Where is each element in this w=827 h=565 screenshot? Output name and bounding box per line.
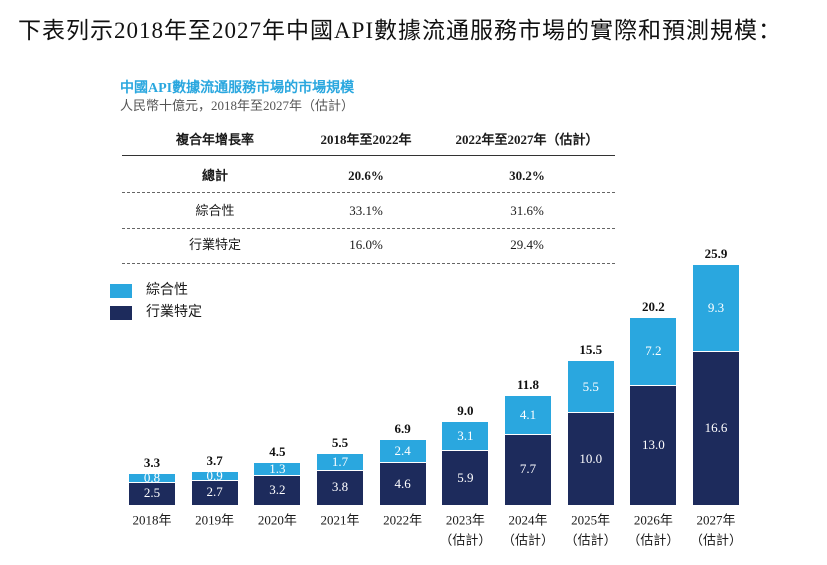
bar-value-label-industry-specific-2020: 3.2 [269,482,286,498]
bar-comprehensive-2026 [630,317,677,385]
bar-chart-plot: 2.5 0.8 3.3 2018年 2.7 0.9 3.7 2019年 3.2 1.3 4.5 202… [110,246,770,550]
bar-comprehensive-2022 [379,440,426,463]
x-tick-label-2020: 2020年 [257,512,297,528]
bar-value-label-industry-specific-2027: 16.6 [704,420,728,436]
bar-industry-specific-2022 [379,462,426,505]
table-row-divider [122,192,615,193]
table-header-period-2: 2022年至2027年（估計） [455,132,599,147]
legend-swatch-industry-specific [110,306,132,320]
bar-value-label-comprehensive-2020: 1.3 [269,461,286,477]
x-tick-note-2025: （估計） [564,532,617,548]
bar-industry-specific-2020 [254,475,301,505]
x-tick-label-2025: 2025年 [571,512,611,528]
bar-industry-specific-2019 [191,479,238,505]
table-row-comprehensive-label: 綜合性 [195,203,235,218]
x-tick-note-2026: （估計） [627,532,680,548]
bar-value-label-comprehensive-2027: 9.3 [707,300,725,316]
bar-value-label-industry-specific-2025: 10.0 [579,450,603,466]
bar-comprehensive-2023 [442,421,489,451]
bar-value-label-industry-specific-2018: 2.5 [143,485,161,501]
bar-total-label-2027: 25.9 [704,246,728,261]
x-tick-label-2023: 2023年 [445,512,485,528]
bar-industry-specific-2024 [505,433,552,505]
x-tick-label-2022: 2022年 [383,512,423,528]
table-row-comprehensive-value-2: 31.6% [510,203,544,218]
legend-swatch-comprehensive [110,284,132,298]
bar-total-label-2024: 11.8 [516,376,540,392]
legend-label-comprehensive: 綜合性 [146,283,188,298]
table-row-industry-value-2: 29.4% [510,237,544,252]
table-header-period-1: 2018年至2022年 [320,132,412,147]
bar-comprehensive-2020 [254,463,301,476]
bar-value-label-comprehensive-2025: 5.5 [582,378,599,394]
chart-subtitle: 人民幣十億元，2018年至2027年（估計） [120,98,355,113]
x-tick-note-2027: （估計） [690,532,743,548]
bar-value-label-comprehensive-2022: 2.4 [394,443,411,459]
bar-industry-specific-2025 [567,412,614,505]
bar-total-label-2021: 5.5 [331,435,349,451]
bar-total-label-2025: 15.5 [579,342,603,358]
table-row-divider [122,228,615,229]
bar-value-label-comprehensive-2018: 0.8 [143,470,161,486]
bar-industry-specific-2018 [129,481,175,505]
x-tick-label-2024: 2024年 [508,512,548,528]
table-row-total-value-2: 30.2% [509,168,545,183]
bar-value-label-comprehensive-2021: 1.7 [331,453,349,469]
bar-value-label-comprehensive-2019: 0.9 [206,467,223,483]
bar-value-label-industry-specific-2026: 13.0 [641,436,665,452]
bar-value-label-industry-specific-2024: 7.7 [519,461,537,477]
bar-comprehensive-2021 [317,454,363,470]
bar-total-label-2022: 6.9 [394,421,411,437]
bar-value-label-industry-specific-2019: 2.7 [206,484,223,500]
bar-value-label-comprehensive-2026: 7.2 [645,343,662,359]
table-row-industry-label: 行業特定 [188,237,242,252]
bar-industry-specific-2023 [442,450,489,505]
bar-industry-specific-2021 [317,469,363,505]
bar-comprehensive-2027 [693,265,740,352]
chart-title: 中國API數據流通服務市場的市場規模 [120,81,355,96]
table-row-comprehensive-value-1: 33.1% [349,203,383,218]
x-tick-label-2026: 2026年 [633,512,673,528]
table-row-divider [122,263,615,264]
bar-total-label-2023: 9.0 [457,402,474,418]
bar-comprehensive-2019 [191,471,238,480]
x-tick-note-2023: （估計） [439,532,492,548]
bar-comprehensive-2025 [567,361,614,413]
bar-value-label-comprehensive-2024: 4.1 [519,406,537,422]
table-row-industry-value-1: 16.0% [349,237,383,252]
x-tick-label-2019: 2019年 [195,512,235,528]
x-tick-label-2018: 2018年 [132,512,172,528]
bar-total-label-2020: 4.5 [269,444,286,460]
x-tick-note-2024: （估計） [502,532,555,548]
bar-comprehensive-2018 [129,474,175,482]
bar-value-label-industry-specific-2021: 3.8 [331,479,349,495]
bar-value-label-comprehensive-2023: 3.1 [457,427,474,443]
table-header-label: 複合年增長率 [175,132,255,147]
bar-industry-specific-2027 [693,351,740,505]
x-tick-label-2027: 2027年 [696,512,736,528]
bar-total-label-2018: 3.3 [143,455,161,471]
intro-text: 下表列示2018年至2027年中國API數據流通服務市場的實際和預測規模： [18,18,783,43]
table-row-total-label: 總計 [201,168,229,183]
table-row-total-value-1: 20.6% [348,168,384,183]
x-tick-label-2021: 2021年 [320,512,360,528]
bar-value-label-industry-specific-2022: 4.6 [394,475,411,491]
bar-industry-specific-2026 [630,384,677,505]
legend-label-industry-specific: 行業特定 [146,305,202,320]
bar-total-label-2026: 20.2 [641,298,665,314]
bar-total-label-2019: 3.7 [206,452,223,468]
table-header-divider [122,155,615,156]
bar-comprehensive-2024 [505,395,552,434]
bar-value-label-industry-specific-2023: 5.9 [457,469,474,485]
